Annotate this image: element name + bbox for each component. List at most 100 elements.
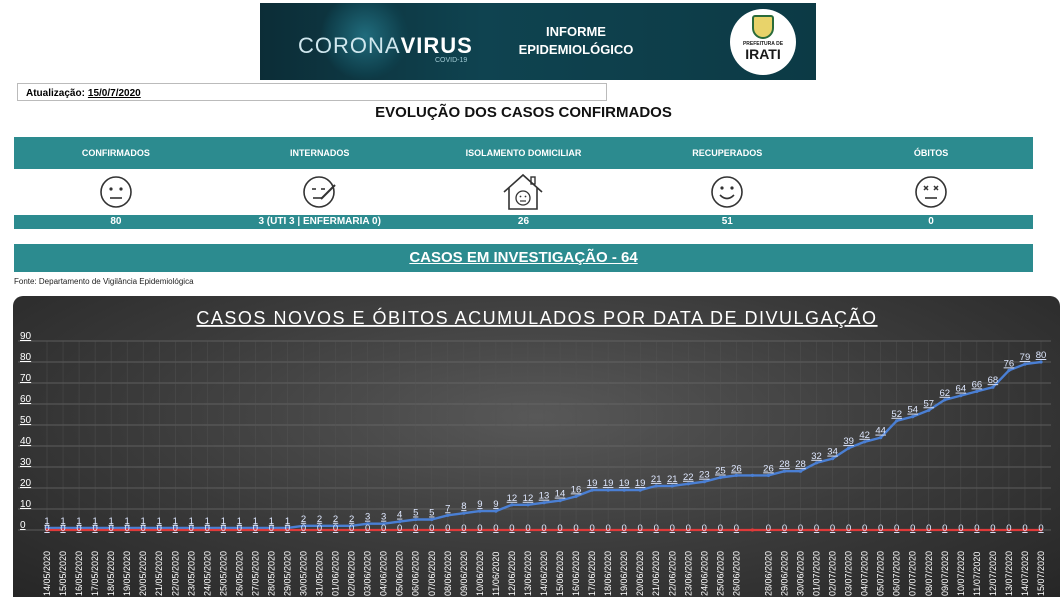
cases-point bbox=[654, 484, 658, 488]
deaths-data-label: 0 bbox=[541, 523, 546, 534]
cases-point bbox=[542, 501, 546, 505]
cases-data-label: 19 bbox=[619, 478, 630, 489]
deaths-point bbox=[77, 528, 81, 532]
deaths-point bbox=[301, 528, 306, 532]
stat-header-confirmed: CONFIRMADOS bbox=[81, 148, 150, 158]
cases-data-label: 1 bbox=[237, 516, 242, 527]
deaths-point bbox=[670, 528, 674, 532]
deaths-data-label: 0 bbox=[798, 523, 803, 534]
banner-brand: CORONAVIRUS bbox=[298, 33, 473, 58]
cases-data-label: 19 bbox=[587, 478, 598, 489]
cases-data-label: 9 bbox=[493, 499, 498, 510]
deaths-data-label: 0 bbox=[44, 523, 49, 534]
deaths-point bbox=[173, 528, 177, 532]
deaths-data-label: 0 bbox=[189, 523, 194, 534]
cases-point bbox=[1039, 360, 1043, 364]
deaths-data-label: 0 bbox=[1022, 523, 1027, 534]
cases-point bbox=[430, 517, 434, 522]
deaths-point bbox=[462, 528, 466, 532]
cases-data-label: 3 bbox=[365, 512, 370, 523]
cases-point bbox=[333, 524, 338, 528]
cases-data-label: 3 bbox=[381, 512, 386, 523]
x-tick-label: 19/05/2020 bbox=[122, 551, 132, 596]
x-tick-label: 10/07/2020 bbox=[956, 551, 966, 596]
deaths-point bbox=[494, 528, 498, 532]
x-tick-label: 26/05/2020 bbox=[234, 551, 244, 596]
cases-point bbox=[622, 488, 626, 492]
cases-data-label: 76 bbox=[1004, 358, 1015, 369]
deaths-point bbox=[333, 528, 338, 532]
deaths-data-label: 0 bbox=[445, 523, 450, 534]
cases-point bbox=[830, 457, 835, 461]
deaths-point bbox=[526, 528, 530, 532]
house-face-icon bbox=[503, 173, 544, 210]
cases-data-label: 8 bbox=[461, 501, 466, 512]
x-tick-label: 21/06/2020 bbox=[651, 551, 661, 596]
x-tick-label: 29/05/2020 bbox=[282, 551, 292, 596]
stat-value-deaths: 0 bbox=[928, 216, 934, 227]
y-tick-label: 80 bbox=[20, 352, 32, 363]
x-tick-label: 22/06/2020 bbox=[667, 551, 677, 596]
cases-point bbox=[526, 503, 530, 507]
cases-point bbox=[494, 509, 498, 513]
deaths-point bbox=[686, 528, 690, 532]
cases-data-label: 4 bbox=[397, 510, 402, 521]
banner-title: INFORME EPIDEMIOLÓGICO bbox=[518, 24, 634, 57]
cases-data-label: 79 bbox=[1020, 352, 1031, 363]
deaths-data-label: 0 bbox=[846, 523, 851, 534]
stat-value-confirmed: 80 bbox=[110, 216, 122, 227]
x-tick-label: 12/06/2020 bbox=[507, 551, 517, 596]
x-tick-label: 06/07/2020 bbox=[892, 551, 902, 596]
x-tick-label: 26/06/2020 bbox=[731, 551, 741, 596]
cases-data-label: 66 bbox=[972, 379, 983, 390]
cases-point bbox=[1007, 368, 1011, 372]
deaths-point bbox=[991, 528, 995, 532]
cases-point bbox=[702, 480, 706, 484]
cases-data-label: 1 bbox=[157, 516, 162, 527]
page-title: EVOLUÇÃO DOS CASOS CONFIRMADOS bbox=[375, 104, 672, 121]
x-tick-label: 16/05/2020 bbox=[74, 551, 84, 596]
deaths-point bbox=[959, 528, 963, 532]
deaths-data-label: 0 bbox=[718, 523, 723, 534]
deaths-data-label: 0 bbox=[573, 523, 578, 534]
cases-data-label: 16 bbox=[571, 484, 582, 495]
x-tick-label: 03/06/2020 bbox=[363, 551, 373, 596]
x-tick-label: 10/06/2020 bbox=[475, 551, 485, 596]
cases-data-label: 57 bbox=[923, 398, 934, 409]
cases-point bbox=[879, 436, 883, 440]
cases-data-label: 1 bbox=[44, 516, 49, 527]
deaths-data-label: 0 bbox=[525, 523, 530, 534]
cases-point bbox=[510, 503, 514, 507]
y-tick-label: 10 bbox=[20, 499, 32, 510]
cases-point bbox=[317, 524, 322, 528]
deaths-data-label: 0 bbox=[381, 523, 386, 534]
x-tick-label: 04/07/2020 bbox=[860, 551, 870, 596]
cases-point bbox=[558, 499, 562, 503]
cases-data-label: 13 bbox=[539, 491, 550, 502]
x-tick-label: 01/07/2020 bbox=[812, 551, 822, 596]
x-tick-label: 24/06/2020 bbox=[699, 551, 709, 596]
deaths-point bbox=[350, 528, 354, 532]
x-tick-label: 20/06/2020 bbox=[635, 551, 645, 596]
neutral-face-icon bbox=[100, 176, 132, 208]
x-tick-label: 16/06/2020 bbox=[571, 551, 581, 596]
cases-point bbox=[686, 482, 690, 486]
x-tick-label: 18/06/2020 bbox=[603, 551, 613, 596]
x-tick-label: 14/07/2020 bbox=[1020, 551, 1030, 596]
deaths-point bbox=[478, 528, 482, 532]
investigation-banner: CASOS EM INVESTIGAÇÃO - 64 bbox=[14, 244, 1033, 272]
cases-point bbox=[366, 522, 370, 526]
deaths-point bbox=[253, 528, 258, 532]
x-tick-label: 12/07/2020 bbox=[988, 551, 998, 596]
deaths-data-label: 0 bbox=[654, 523, 659, 534]
cases-data-label: 1 bbox=[76, 516, 81, 527]
deaths-point bbox=[446, 528, 450, 532]
deaths-point bbox=[879, 528, 883, 532]
deaths-point bbox=[590, 528, 594, 532]
cases-data-label: 1 bbox=[285, 516, 290, 527]
cases-data-label: 2 bbox=[349, 514, 354, 525]
x-tick-label: 30/06/2020 bbox=[796, 551, 806, 596]
x-tick-label: 13/07/2020 bbox=[1004, 551, 1014, 596]
deaths-data-label: 0 bbox=[205, 523, 210, 534]
update-date: Atualização: 15/0/7/2020 bbox=[17, 83, 607, 101]
